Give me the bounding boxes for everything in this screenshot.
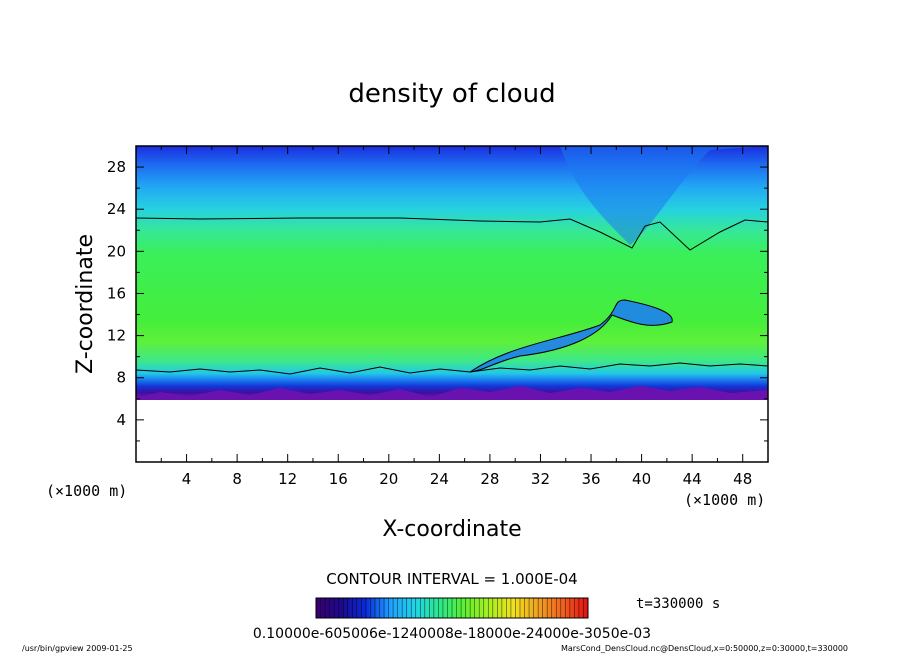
x-tick-label: 44 (683, 470, 702, 488)
y-tick-label: 20 (107, 242, 126, 260)
colorbar-labels: 0.10000e-605006e-1240008e-18000e-24000e-… (253, 626, 651, 642)
x-tick-label: 40 (632, 470, 651, 488)
plot-frame (135, 145, 769, 463)
y-axis: 4 8 12 16 20 24 28 (107, 145, 768, 463)
x-tick-label: 4 (182, 470, 192, 488)
x-axis: 4 8 12 16 20 24 28 32 36 40 44 48 (135, 146, 769, 488)
x-tick-label: 16 (329, 470, 348, 488)
x-axis-label: X-coordinate (382, 517, 521, 542)
y-tick-label: 16 (107, 284, 126, 302)
y-tick-label: 28 (107, 158, 126, 176)
x-tick-label: 12 (278, 470, 297, 488)
footer-left: /usr/bin/gpview 2009-01-25 (22, 644, 133, 653)
x-axis-unit-right: (×1000 m) (684, 491, 765, 509)
plume-feature (470, 300, 673, 372)
contour-interval-label: CONTOUR INTERVAL = 1.000E-04 (326, 570, 577, 588)
colorbar-ticks (320, 598, 584, 618)
footer-right: MarsCond_DensCloud.nc@DensCloud,x=0:5000… (561, 644, 848, 653)
contour-plume (469, 299, 673, 373)
x-tick-label: 28 (480, 470, 499, 488)
time-label: t=330000 s (636, 596, 720, 612)
chart-title: density of cloud (348, 79, 555, 109)
x-tick-label: 20 (379, 470, 398, 488)
y-tick-label: 12 (107, 327, 126, 345)
y-tick-label: 4 (116, 411, 126, 429)
x-tick-label: 24 (430, 470, 449, 488)
contour-upper (136, 217, 768, 251)
plot-area (136, 146, 768, 462)
x-tick-label: 36 (581, 470, 600, 488)
cloud-base-bumps (136, 386, 768, 400)
x-tick-label: 8 (232, 470, 242, 488)
upper-wave-feature (560, 146, 768, 245)
y-axis-label: Z-coordinate (73, 234, 98, 374)
y-tick-label: 24 (107, 200, 126, 218)
x-axis-unit-left: (×1000 m) (46, 482, 127, 500)
contour-lower (136, 362, 768, 375)
y-tick-label: 8 (116, 369, 126, 387)
x-tick-label: 48 (733, 470, 752, 488)
x-tick-label: 32 (531, 470, 550, 488)
